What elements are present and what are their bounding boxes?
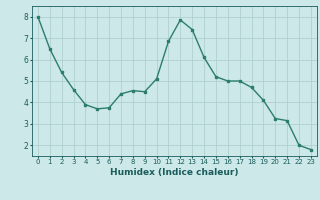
X-axis label: Humidex (Indice chaleur): Humidex (Indice chaleur) — [110, 168, 239, 177]
